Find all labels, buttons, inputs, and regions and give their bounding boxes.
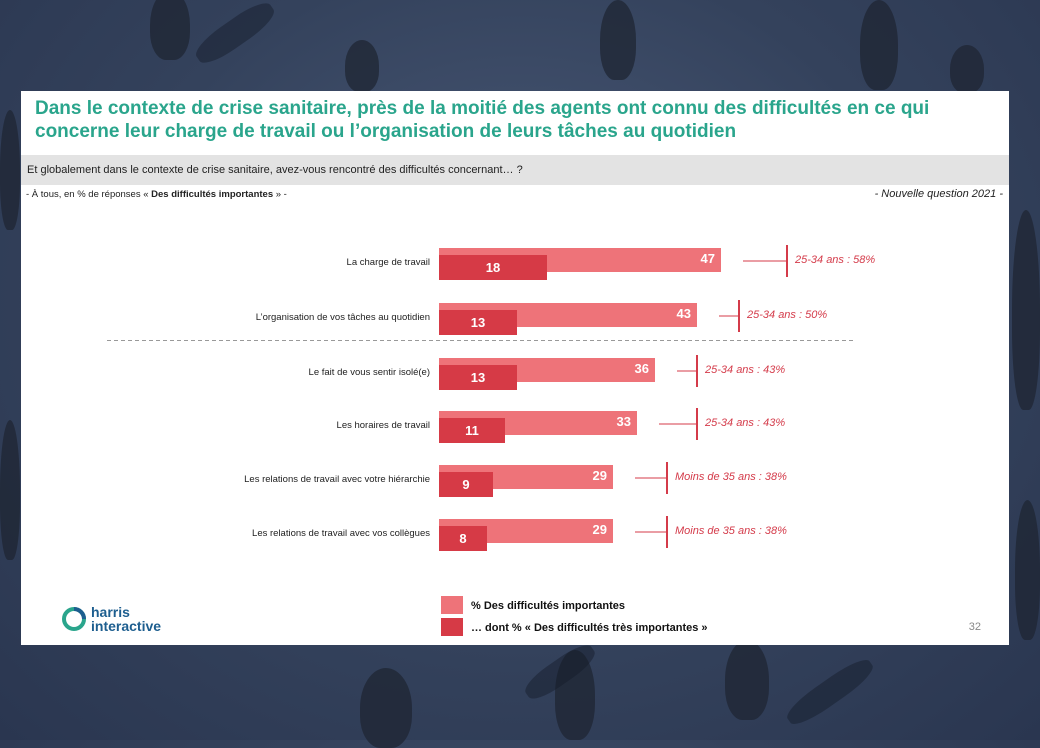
question-text: Et globalement dans le contexte de crise… [27, 164, 523, 176]
data-label-series1: 29 [593, 468, 607, 483]
bar-series2 [439, 255, 547, 280]
base-bold: Des difficultés importantes [151, 189, 274, 200]
category-label: Les relations de travail avec vos collèg… [252, 528, 430, 539]
bar-series2 [439, 526, 487, 551]
legend-label-series1: % Des difficultés importantes [471, 600, 626, 612]
data-label-series2: 11 [465, 423, 479, 438]
new-question-note: - Nouvelle question 2021 - [874, 188, 1003, 200]
harris-interactive-logo: harris interactive [61, 603, 191, 637]
data-label-series2: 18 [486, 260, 500, 275]
data-label-series1: 29 [593, 522, 607, 537]
category-label: L’organisation de vos tâches au quotidie… [256, 312, 430, 323]
subgroup-label: 25-34 ans : 43% [704, 417, 785, 429]
subgroup-label: 25-34 ans : 58% [794, 254, 875, 266]
data-label-series2: 13 [471, 370, 485, 385]
data-label-series1: 47 [701, 251, 715, 266]
legend-swatch-series1 [441, 596, 463, 614]
data-label-series2: 9 [462, 477, 469, 492]
bar-series2 [439, 418, 505, 443]
subgroup-label: Moins de 35 ans : 38% [675, 471, 787, 483]
category-label: La charge de travail [347, 257, 430, 268]
logo-line1: harris [91, 604, 130, 620]
legend-swatch-series2 [441, 618, 463, 636]
bar-chart: La charge de travail 47 18 25-34 ans : 58% L… [107, 245, 875, 551]
subgroup-label: Moins de 35 ans : 38% [675, 525, 787, 537]
bar-series2 [439, 472, 493, 497]
slide-title: Dans le contexte de crise sanitaire, prè… [35, 98, 930, 142]
data-label-series1: 36 [635, 361, 649, 376]
subgroup-label: 25-34 ans : 43% [704, 364, 785, 376]
base-suffix: » - [273, 189, 287, 200]
category-label: Le fait de vous sentir isolé(e) [309, 367, 430, 378]
data-label-series2: 8 [459, 531, 466, 546]
data-label-series2: 13 [471, 315, 485, 330]
data-label-series1: 43 [677, 306, 691, 321]
logo-ring-icon [62, 607, 86, 631]
data-label-series1: 33 [617, 414, 631, 429]
category-label: Les horaires de travail [337, 420, 430, 431]
bar-series2 [439, 365, 517, 390]
base-note: - À tous, en % de réponses « Des difficu… [26, 189, 287, 200]
base-prefix: - À tous, en % de réponses « [26, 189, 152, 200]
legend-label-series2: … dont % « Des difficultés très importan… [471, 622, 708, 634]
category-label: Les relations de travail avec votre hiér… [244, 474, 430, 485]
bar-series2 [439, 310, 517, 335]
page-number: 32 [968, 621, 981, 633]
question-band: Et globalement dans le contexte de crise… [21, 155, 1009, 185]
logo-line2: interactive [91, 618, 162, 634]
slide: Dans le contexte de crise sanitaire, prè… [21, 91, 1009, 645]
subgroup-label: 25-34 ans : 50% [746, 309, 827, 321]
